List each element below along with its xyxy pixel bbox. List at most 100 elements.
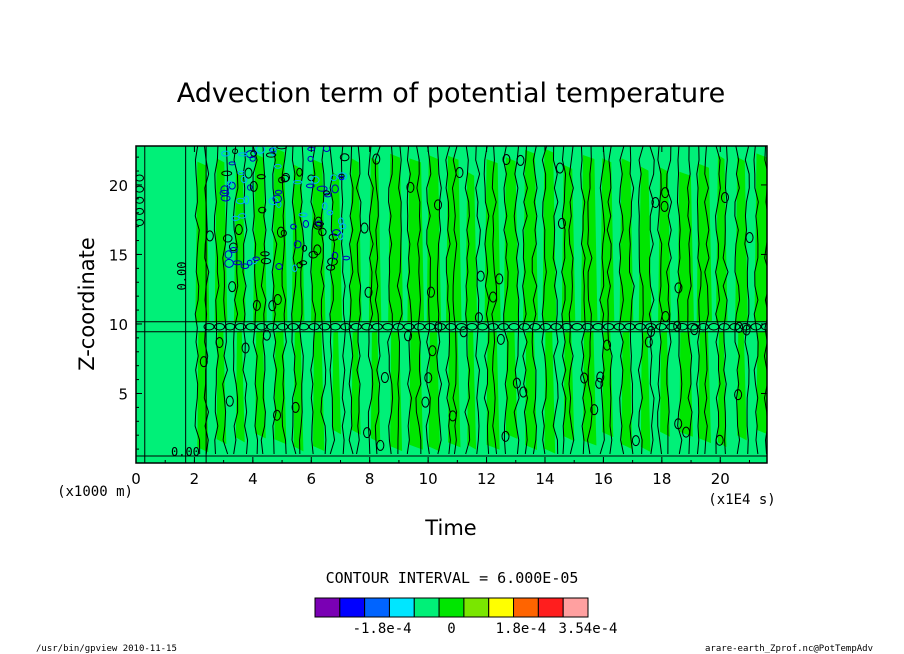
- y-tick-label: 5: [118, 385, 128, 403]
- contour-oval: [265, 152, 277, 158]
- contour-oval: [266, 323, 278, 331]
- contour-oval: [512, 377, 521, 389]
- contour-oval: [322, 190, 331, 196]
- contour-line: [483, 146, 490, 455]
- positive-band: [447, 330, 461, 448]
- contour-oval: [136, 185, 145, 193]
- contour-oval: [455, 166, 464, 178]
- positive-band: [619, 158, 634, 323]
- contour-oval: [661, 311, 670, 323]
- contour-oval: [244, 167, 253, 179]
- contour-oval: [276, 201, 282, 208]
- contour-oval: [296, 167, 303, 177]
- contour-oval: [424, 372, 433, 384]
- contour-oval: [273, 293, 282, 305]
- contour-oval: [316, 185, 328, 192]
- x-tick-label: 8: [365, 470, 375, 488]
- contour-line: [541, 146, 548, 455]
- contour-oval: [246, 259, 253, 266]
- colorbar-label: 3.54e-4: [558, 621, 617, 637]
- contour-oval: [318, 227, 327, 237]
- contour-oval: [644, 336, 653, 348]
- y-tick-label: 10: [109, 316, 128, 334]
- contour-oval: [308, 323, 320, 331]
- contour-oval: [331, 184, 339, 194]
- contour-oval: [321, 202, 328, 211]
- contour-oval: [519, 386, 528, 398]
- contour-oval: [262, 329, 271, 341]
- contour-oval: [550, 323, 562, 331]
- contour-oval: [276, 226, 285, 238]
- contour-oval: [502, 153, 511, 165]
- contour-line: [320, 146, 327, 455]
- contour-oval: [247, 184, 253, 191]
- positive-band: [388, 153, 404, 323]
- zero-band: [146, 146, 183, 463]
- contour-oval: [734, 389, 743, 401]
- contour-oval: [293, 240, 302, 249]
- contour-oval: [603, 323, 615, 331]
- contour-line: [340, 146, 346, 455]
- contour-line: [281, 146, 287, 455]
- contour-oval: [331, 251, 339, 260]
- plot-frame: [135, 145, 768, 464]
- contour-oval: [338, 217, 344, 225]
- contour-oval: [226, 180, 233, 187]
- contour-oval: [136, 207, 145, 215]
- contour-oval: [326, 264, 336, 271]
- y-tick-label: 15: [109, 246, 128, 264]
- contour-oval: [673, 320, 682, 332]
- positive-band: [580, 155, 598, 323]
- contour-oval: [224, 323, 236, 331]
- contour-oval: [273, 409, 282, 421]
- footer-left: /usr/bin/gpview 2010-11-15: [36, 644, 177, 654]
- positive-band: [351, 330, 361, 435]
- positive-band: [486, 330, 500, 450]
- colorbar-label: -1.8e-4: [353, 621, 412, 637]
- contour-oval: [582, 323, 594, 331]
- contour-line: [715, 146, 721, 455]
- chart-title: Advection term of potential temperature: [177, 78, 726, 109]
- contour-line: [329, 146, 336, 455]
- x-tick-label: 16: [594, 470, 613, 488]
- contour-oval: [655, 323, 667, 331]
- contour-oval: [557, 217, 566, 229]
- contour-oval: [243, 195, 250, 205]
- contour-oval: [729, 323, 741, 331]
- contour-oval: [645, 323, 657, 331]
- contour-oval: [281, 172, 291, 182]
- contour-oval: [476, 270, 485, 282]
- contour-oval: [287, 323, 299, 331]
- contour-oval: [363, 427, 372, 439]
- contour-line: [252, 146, 259, 455]
- contour-oval: [745, 232, 754, 244]
- contour-oval: [214, 323, 226, 331]
- contour-oval: [561, 323, 573, 331]
- contour-line: [406, 146, 413, 455]
- contour-oval: [249, 180, 258, 192]
- contour-oval: [272, 194, 283, 204]
- x-axis: 0 2 4 6 8 10 12 14 16 18 20: [131, 146, 750, 488]
- contour-line: [648, 146, 655, 455]
- contour-oval: [718, 323, 730, 331]
- contour-oval: [326, 209, 334, 216]
- contour-oval: [433, 199, 442, 211]
- contour-line: [522, 146, 529, 455]
- positive-band: [774, 156, 785, 323]
- x-tick-label: 10: [419, 470, 438, 488]
- contour-oval: [225, 395, 234, 407]
- contour-oval: [455, 323, 467, 331]
- contour-line: [310, 146, 316, 455]
- contour-oval: [232, 260, 243, 266]
- contour-oval: [687, 323, 699, 331]
- contour-lines: [136, 146, 767, 463]
- contour-oval: [613, 323, 625, 331]
- contour-oval: [270, 147, 277, 156]
- contour-line: [744, 146, 750, 455]
- positive-band: [235, 330, 245, 443]
- contour-oval: [624, 323, 636, 331]
- contour-interval: CONTOUR INTERVAL = 6.000E-05: [326, 569, 579, 587]
- colorbar-swatch: [463, 597, 490, 618]
- contour-oval: [235, 197, 246, 205]
